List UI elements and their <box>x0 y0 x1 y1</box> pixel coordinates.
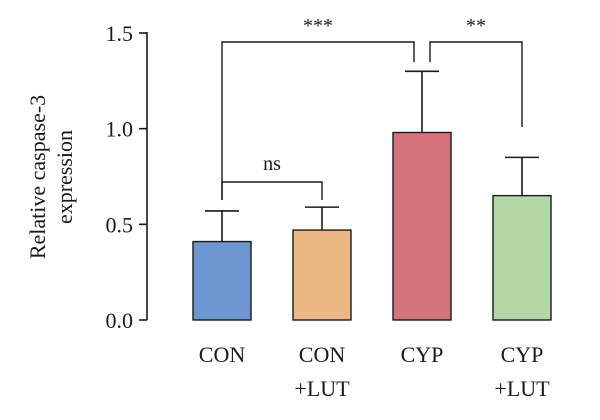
bar <box>292 229 352 321</box>
significance-bracket <box>429 41 523 127</box>
y-axis-label-line-2: expression <box>52 130 77 224</box>
bar <box>492 194 552 321</box>
category-label: CYP <box>501 342 544 367</box>
category-labels: CON CON +LUT CYP CYP +LUT <box>199 342 550 401</box>
category-label: +LUT <box>494 376 550 401</box>
y-tick-label: 0.5 <box>106 212 134 237</box>
significance-label: *** <box>303 15 333 37</box>
category-label: CON <box>199 342 246 367</box>
bar <box>392 131 452 321</box>
bars <box>192 131 552 321</box>
category-label: CON <box>299 342 346 367</box>
significance-bracket <box>221 181 323 200</box>
significance-label: ns <box>263 153 281 175</box>
significance-brackets: ns*** ** <box>221 15 523 200</box>
error-bars <box>205 70 539 242</box>
y-axis-label: Relative caspase-3 expression <box>25 95 77 259</box>
axes: 0.0 0.5 1.0 1.5 <box>106 21 148 333</box>
y-tick-label: 1.0 <box>106 117 134 142</box>
y-axis-label-line-1: Relative caspase-3 <box>25 95 50 259</box>
y-tick-label: 0.0 <box>106 308 134 333</box>
y-tick-label: 1.5 <box>106 21 134 46</box>
significance-label: ** <box>466 15 486 37</box>
category-label: +LUT <box>294 376 350 401</box>
significance-bracket <box>221 41 415 200</box>
category-label: CYP <box>401 342 444 367</box>
bar <box>192 240 252 321</box>
